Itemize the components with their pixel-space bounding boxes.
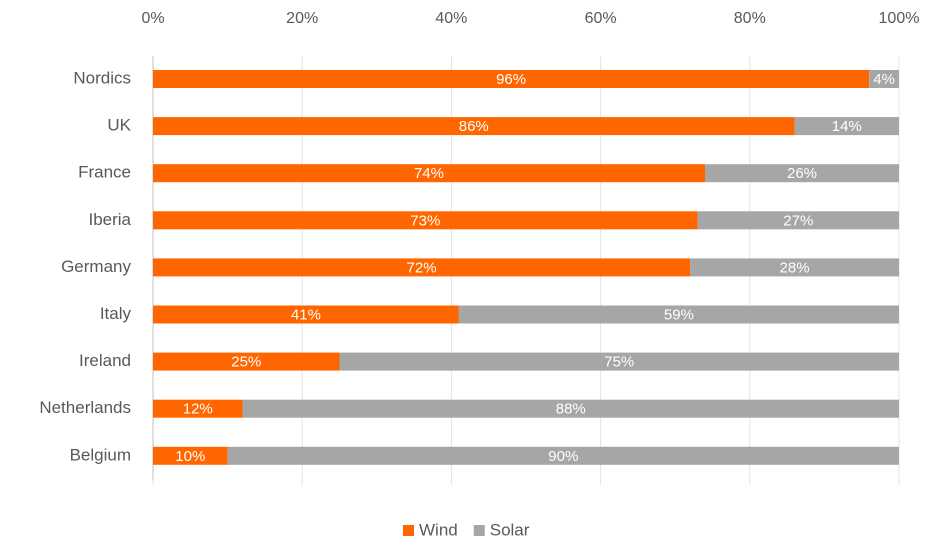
data-label: 59% bbox=[664, 306, 694, 323]
data-label: 88% bbox=[556, 401, 586, 418]
y-tick-label: UK bbox=[107, 116, 131, 135]
data-label: 41% bbox=[291, 306, 321, 323]
bar-segment bbox=[227, 446, 900, 465]
bar-segment bbox=[458, 305, 899, 324]
data-label: 10% bbox=[175, 448, 205, 465]
data-label: 86% bbox=[459, 118, 489, 135]
data-label: 74% bbox=[414, 165, 444, 182]
data-label: 90% bbox=[548, 448, 578, 465]
bar-segment bbox=[153, 258, 691, 277]
y-tick-label: France bbox=[78, 163, 131, 182]
legend-label: Solar bbox=[490, 520, 530, 539]
bar-segment bbox=[153, 352, 340, 371]
bar-segment bbox=[153, 446, 228, 465]
legend-swatch bbox=[473, 525, 485, 536]
y-tick-label: Germany bbox=[61, 257, 131, 276]
bar-segment bbox=[869, 70, 899, 88]
data-label: 73% bbox=[410, 212, 440, 229]
bar-segment bbox=[794, 117, 899, 136]
data-label: 28% bbox=[780, 259, 810, 276]
bar-segment bbox=[690, 258, 899, 277]
bar-segment bbox=[153, 117, 795, 136]
bar-segment bbox=[242, 399, 899, 418]
y-tick-label: Iberia bbox=[88, 210, 131, 229]
data-label: 72% bbox=[407, 259, 437, 276]
data-label: 12% bbox=[183, 401, 213, 418]
y-tick-label: Nordics bbox=[73, 68, 131, 87]
data-label: 26% bbox=[787, 165, 817, 182]
bar-segment bbox=[705, 164, 899, 183]
y-tick-label: Italy bbox=[100, 304, 132, 323]
data-label: 25% bbox=[231, 354, 261, 371]
y-tick-label: Netherlands bbox=[39, 398, 131, 417]
x-tick-label: 60% bbox=[585, 10, 617, 27]
x-tick-label: 80% bbox=[734, 10, 766, 27]
bar-segment bbox=[339, 352, 899, 371]
bar-segment bbox=[153, 70, 870, 88]
bar-segment bbox=[153, 399, 243, 418]
y-tick-label: Ireland bbox=[79, 351, 131, 370]
data-label: 27% bbox=[783, 212, 813, 229]
data-label: 96% bbox=[496, 71, 526, 88]
bar-segment bbox=[153, 164, 706, 183]
bar-segment bbox=[153, 305, 459, 324]
data-label: 4% bbox=[873, 71, 895, 88]
legend-swatch bbox=[403, 525, 414, 536]
bar-segment bbox=[697, 211, 899, 230]
y-tick-label: Belgium bbox=[70, 445, 131, 464]
x-tick-label: 0% bbox=[141, 10, 164, 27]
x-tick-label: 20% bbox=[286, 10, 318, 27]
legend-label: Wind bbox=[419, 520, 458, 539]
bar-segment bbox=[153, 211, 698, 230]
data-label: 75% bbox=[604, 354, 634, 371]
data-label: 14% bbox=[832, 118, 862, 135]
x-tick-label: 40% bbox=[435, 10, 467, 27]
x-tick-label: 100% bbox=[879, 10, 920, 27]
